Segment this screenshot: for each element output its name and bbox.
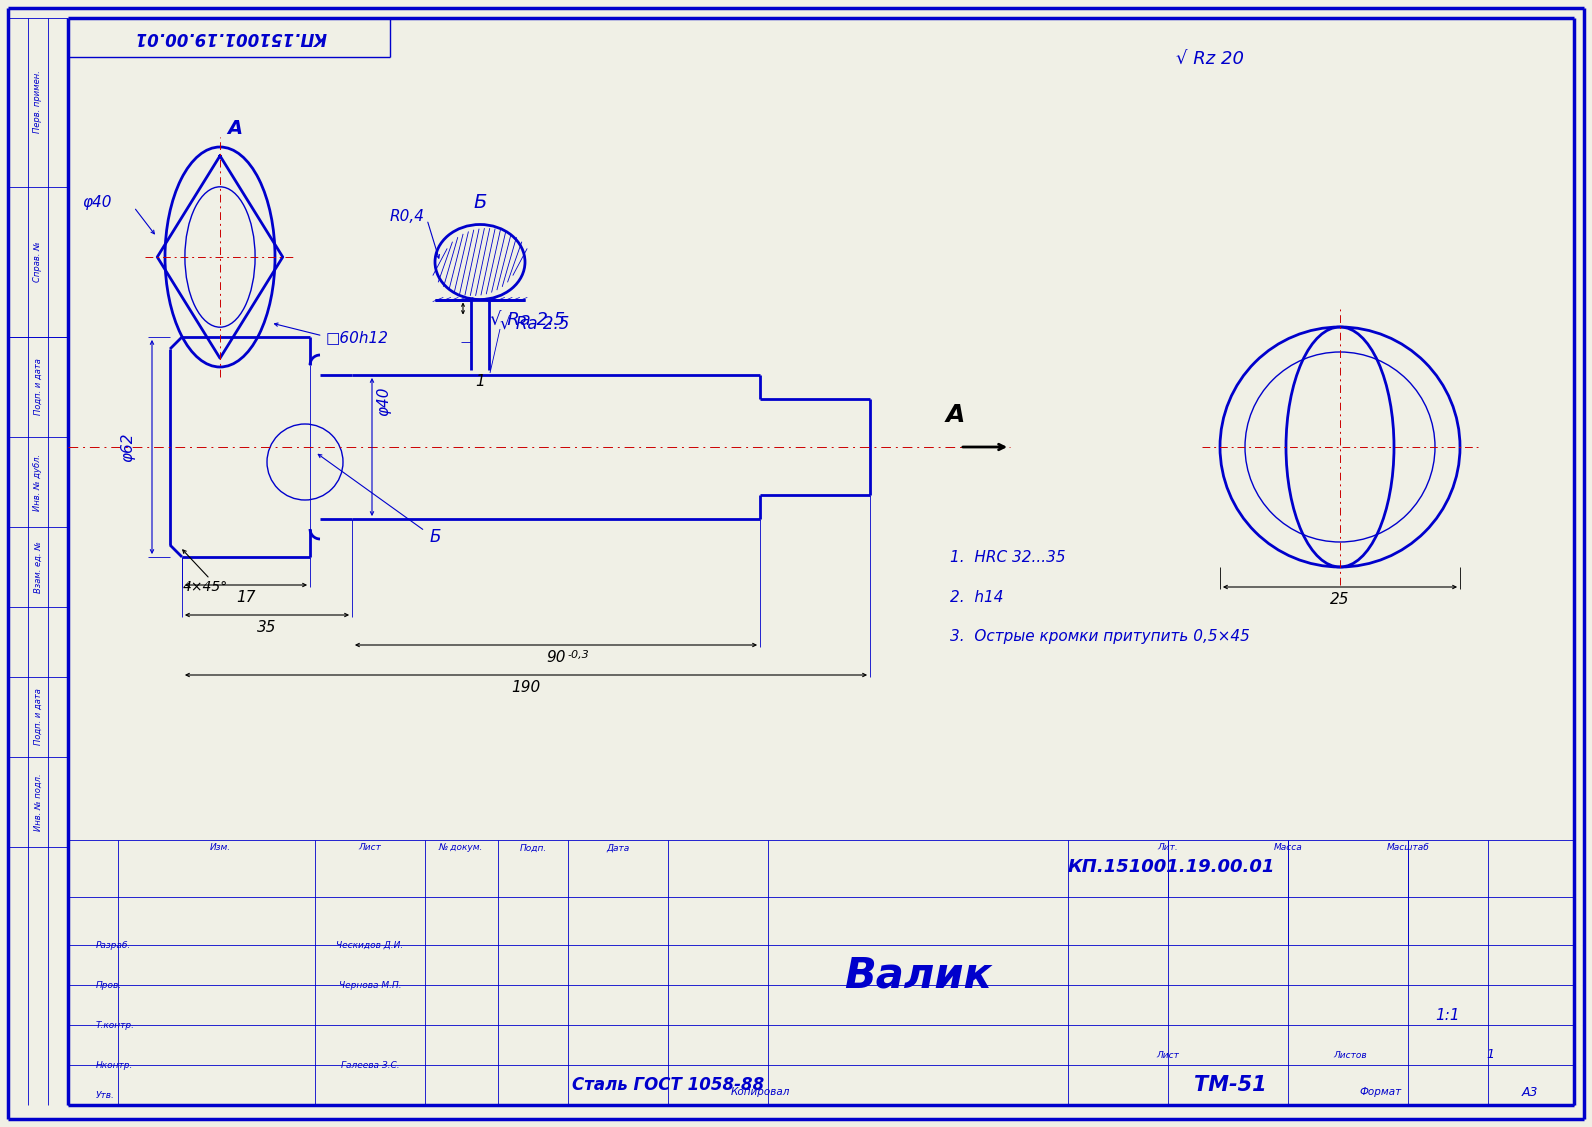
Text: Изм.: Изм. (210, 843, 231, 852)
Text: Лит.: Лит. (1157, 843, 1178, 852)
Text: φ40: φ40 (83, 195, 111, 210)
Text: Пров.: Пров. (96, 980, 123, 990)
Text: Разраб.: Разраб. (96, 941, 131, 950)
Text: Т.контр.: Т.контр. (96, 1021, 135, 1029)
Text: Листов: Листов (1333, 1050, 1368, 1059)
Text: Масштаб: Масштаб (1387, 843, 1430, 852)
Text: Сталь ГОСТ 1058-88: Сталь ГОСТ 1058-88 (572, 1076, 764, 1094)
Text: № докум.: № докум. (439, 843, 484, 852)
Text: Перв. примен.: Перв. примен. (33, 71, 43, 133)
Text: 1: 1 (1485, 1048, 1493, 1062)
Text: Ческидов Д.И.: Ческидов Д.И. (336, 941, 404, 950)
Text: Справ. №: Справ. № (33, 241, 43, 283)
Text: φ62: φ62 (121, 433, 135, 462)
Text: Чернова М.П.: Чернова М.П. (339, 980, 401, 990)
Text: Дата: Дата (607, 843, 629, 852)
Text: 35: 35 (258, 620, 277, 635)
Text: А: А (228, 119, 242, 139)
Text: □60h12: □60h12 (326, 330, 388, 345)
Text: А: А (946, 403, 965, 427)
Text: КП.151001.19.00.01: КП.151001.19.00.01 (134, 28, 326, 46)
Text: Инв. № дубл.: Инв. № дубл. (33, 453, 43, 511)
Text: Подп. и дата: Подп. и дата (33, 358, 43, 416)
Text: Утв.: Утв. (96, 1091, 115, 1100)
Text: 1.  HRC 32...35: 1. HRC 32...35 (950, 550, 1065, 565)
Text: Валик: Валик (844, 953, 992, 996)
Text: Б: Б (430, 529, 441, 545)
Text: R0,4: R0,4 (390, 208, 425, 224)
Text: Взам. ед. №: Взам. ед. № (33, 541, 43, 593)
Text: 4×45°: 4×45° (183, 580, 228, 594)
Text: 17: 17 (236, 589, 256, 604)
Text: Лист: Лист (1156, 1050, 1180, 1059)
Text: 90: 90 (546, 649, 565, 665)
Text: 3.  Острые кромки притупить 0,5×45: 3. Острые кромки притупить 0,5×45 (950, 630, 1250, 645)
Text: Копировал: Копировал (731, 1088, 790, 1097)
Text: А3: А3 (1522, 1085, 1538, 1099)
Text: 1:1: 1:1 (1436, 1008, 1460, 1022)
Text: Инв. № подл.: Инв. № подл. (33, 773, 43, 831)
Text: -0,3: -0,3 (567, 650, 589, 660)
Text: Нконтр.: Нконтр. (96, 1061, 134, 1070)
Text: √ Ra 2.5: √ Ra 2.5 (500, 316, 570, 334)
Text: ТМ-51: ТМ-51 (1194, 1075, 1266, 1095)
Text: Б: Б (473, 193, 487, 212)
Text: √ Ra 2.5: √ Ra 2.5 (490, 311, 565, 329)
Text: КП.151001.19.00.01: КП.151001.19.00.01 (1067, 858, 1275, 876)
Text: √ Rz 20: √ Rz 20 (1176, 50, 1243, 68)
Text: 1: 1 (474, 374, 486, 389)
Text: Масса: Масса (1274, 843, 1302, 852)
Text: 2.  h14: 2. h14 (950, 589, 1003, 604)
Text: Подп. и дата: Подп. и дата (33, 689, 43, 745)
Text: Подп.: Подп. (519, 843, 546, 852)
Text: 25: 25 (1331, 592, 1350, 606)
Text: φ40: φ40 (376, 387, 392, 416)
Text: 190: 190 (511, 680, 541, 694)
Text: Галеева З.С.: Галеева З.С. (341, 1061, 400, 1070)
Text: Лист: Лист (358, 843, 382, 852)
Ellipse shape (435, 224, 525, 300)
Text: Формат: Формат (1360, 1088, 1401, 1097)
